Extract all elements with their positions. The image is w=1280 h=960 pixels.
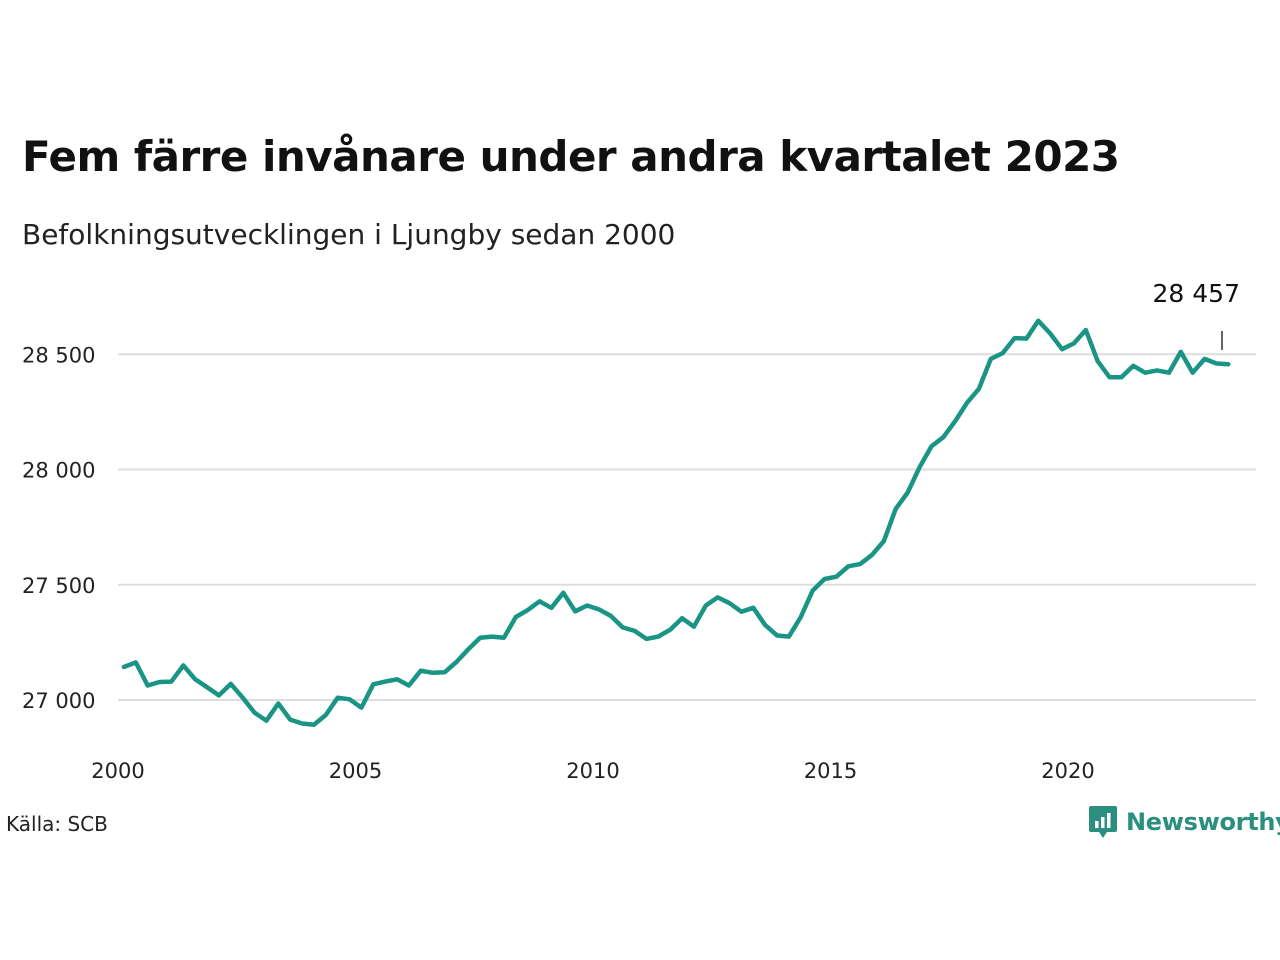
x-tick-label: 2005 bbox=[329, 759, 382, 783]
x-tick-label: 2010 bbox=[566, 759, 619, 783]
brand-name: Newsworthy bbox=[1126, 808, 1280, 836]
y-axis-labels: 27 000 27 500 28 000 28 500 bbox=[22, 343, 95, 713]
x-tick-label: 2000 bbox=[91, 759, 144, 783]
chart-title: Fem färre invånare under andra kvartalet… bbox=[22, 132, 1120, 181]
brand-logo: Newsworthy bbox=[1088, 804, 1280, 840]
y-tick-label: 27 000 bbox=[22, 689, 95, 713]
line-chart: 27 000 27 500 28 000 28 500 2000 2005 2010 201… bbox=[22, 279, 1256, 783]
last-value-annotation: 28 457 bbox=[1153, 279, 1240, 350]
y-tick-label: 28 000 bbox=[22, 459, 95, 483]
series-line bbox=[121, 318, 1231, 727]
source-note: Källa: SCB bbox=[6, 812, 108, 836]
y-tick-label: 27 500 bbox=[22, 574, 95, 598]
x-tick-label: 2015 bbox=[804, 759, 857, 783]
newsworthy-logo-icon bbox=[1089, 806, 1117, 838]
series-line-group bbox=[121, 318, 1231, 727]
x-axis-labels: 2000 2005 2010 2015 2020 bbox=[91, 759, 1094, 783]
gridlines bbox=[118, 353, 1256, 701]
x-tick-label: 2020 bbox=[1041, 759, 1094, 783]
y-tick-label: 28 500 bbox=[22, 343, 95, 367]
chart-subtitle: Befolkningsutvecklingen i Ljungby sedan … bbox=[22, 218, 676, 251]
annotation-label: 28 457 bbox=[1153, 279, 1240, 308]
